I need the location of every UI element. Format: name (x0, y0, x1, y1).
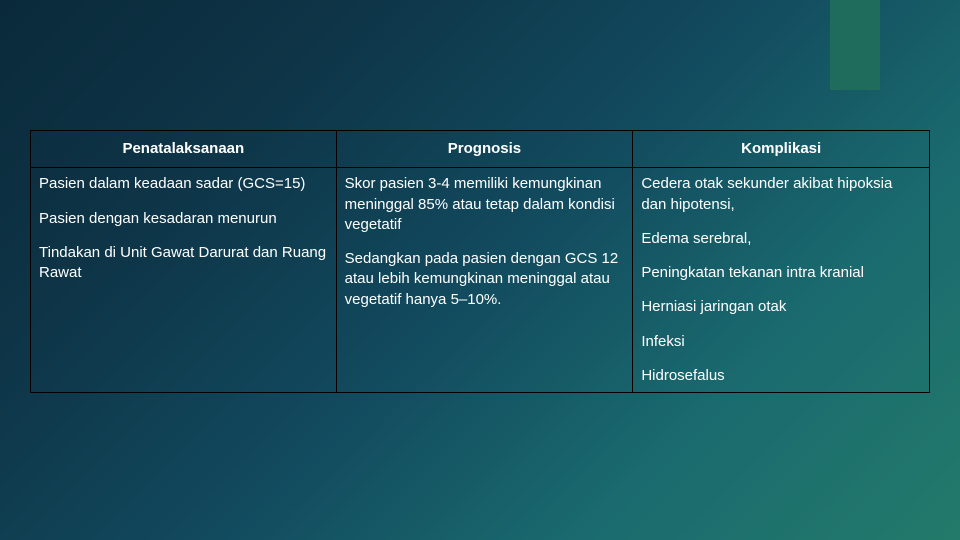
info-table: Penatalaksanaan Prognosis Komplikasi Pas… (30, 130, 930, 393)
cell-komplikasi: Cedera otak sekunder akibat hipoksia dan… (633, 168, 930, 393)
slide-content: Penatalaksanaan Prognosis Komplikasi Pas… (30, 130, 930, 393)
penatalaksanaan-p2: Pasien dengan kesadaran menurun (39, 209, 328, 229)
komplikasi-p1: Cedera otak sekunder akibat hipoksia dan… (641, 174, 921, 215)
prognosis-p1: Skor pasien 3-4 memiliki kemungkinan men… (345, 174, 625, 235)
cell-penatalaksanaan: Pasien dalam keadaan sadar (GCS=15) Pasi… (31, 168, 337, 393)
table-body-row: Pasien dalam keadaan sadar (GCS=15) Pasi… (31, 168, 930, 393)
penatalaksanaan-p1: Pasien dalam keadaan sadar (GCS=15) (39, 174, 328, 194)
accent-bar (830, 0, 880, 90)
prognosis-p2: Sedangkan pada pasien dengan GCS 12 atau… (345, 249, 625, 310)
header-penatalaksanaan: Penatalaksanaan (31, 131, 337, 168)
komplikasi-p3: Peningkatan tekanan intra kranial (641, 263, 921, 283)
komplikasi-p2: Edema serebral, (641, 229, 921, 249)
komplikasi-p4: Herniasi jaringan otak (641, 297, 921, 317)
komplikasi-p5: Infeksi (641, 332, 921, 352)
penatalaksanaan-p3: Tindakan di Unit Gawat Darurat dan Ruang… (39, 243, 328, 284)
header-komplikasi: Komplikasi (633, 131, 930, 168)
cell-prognosis: Skor pasien 3-4 memiliki kemungkinan men… (336, 168, 633, 393)
table-header-row: Penatalaksanaan Prognosis Komplikasi (31, 131, 930, 168)
header-prognosis: Prognosis (336, 131, 633, 168)
komplikasi-p6: Hidrosefalus (641, 366, 921, 386)
